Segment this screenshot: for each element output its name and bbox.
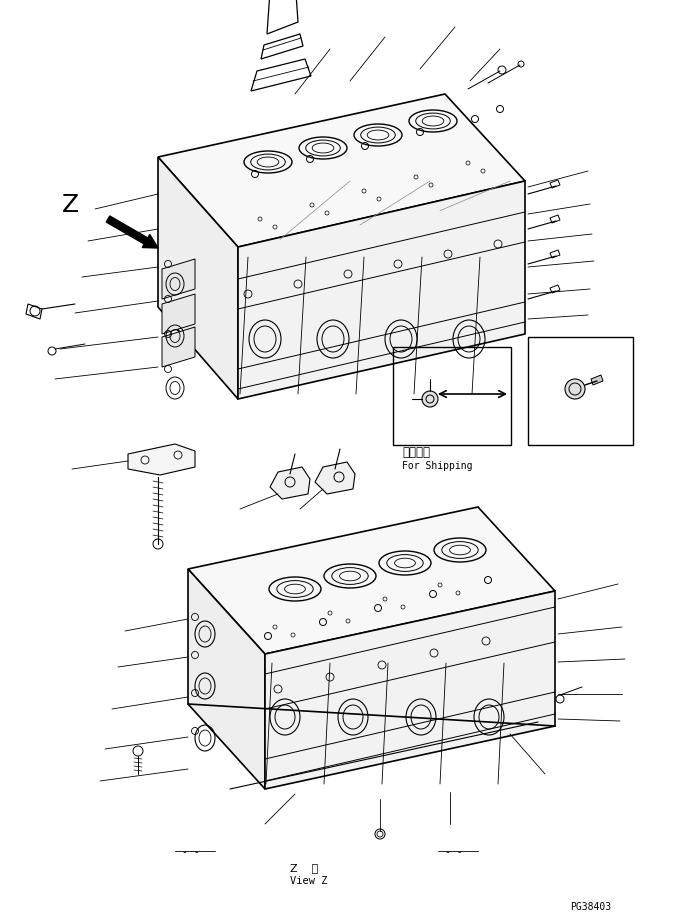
- Polygon shape: [251, 60, 311, 92]
- Text: - -: - -: [445, 846, 463, 857]
- Polygon shape: [265, 591, 555, 789]
- Polygon shape: [158, 95, 525, 248]
- Polygon shape: [550, 251, 560, 259]
- Polygon shape: [267, 0, 298, 35]
- Text: For Shipping: For Shipping: [402, 460, 473, 471]
- Circle shape: [153, 539, 163, 550]
- Polygon shape: [261, 35, 303, 60]
- Text: Z    視: Z 視: [290, 862, 319, 872]
- Circle shape: [422, 391, 438, 407]
- Text: View Z: View Z: [290, 875, 328, 885]
- Text: 運毛部品: 運毛部品: [402, 446, 430, 459]
- Polygon shape: [162, 260, 195, 300]
- Polygon shape: [158, 158, 238, 400]
- Text: PG38403: PG38403: [570, 901, 611, 911]
- Polygon shape: [162, 295, 195, 335]
- Circle shape: [556, 696, 564, 703]
- Text: Z: Z: [62, 193, 79, 217]
- Circle shape: [498, 67, 506, 75]
- Polygon shape: [550, 286, 560, 294]
- Polygon shape: [550, 216, 560, 223]
- Polygon shape: [591, 376, 603, 386]
- Circle shape: [375, 829, 385, 839]
- Polygon shape: [550, 181, 560, 188]
- Polygon shape: [270, 468, 310, 499]
- Bar: [393, 347, 511, 446]
- Polygon shape: [188, 570, 265, 789]
- Polygon shape: [26, 305, 42, 320]
- FancyArrow shape: [106, 217, 158, 249]
- Text: - -: - -: [182, 846, 200, 857]
- Polygon shape: [238, 182, 525, 400]
- Polygon shape: [128, 445, 195, 475]
- Bar: [528, 337, 633, 446]
- Circle shape: [565, 380, 585, 400]
- Polygon shape: [188, 507, 555, 654]
- Polygon shape: [315, 462, 355, 494]
- Polygon shape: [162, 328, 195, 368]
